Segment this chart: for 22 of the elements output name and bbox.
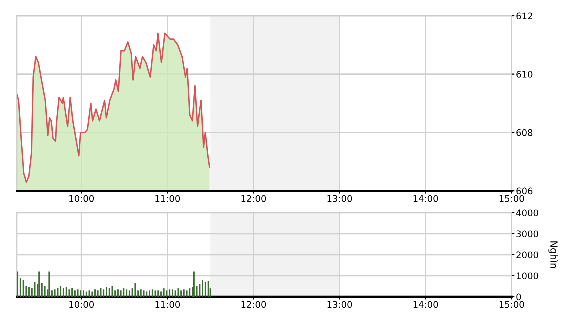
x-tick-label: 13:00 — [328, 195, 352, 202]
y-tick-label: 4000 — [516, 210, 538, 217]
x-tick-label: 12:00 — [242, 195, 266, 202]
y-tick-label: 608 — [516, 129, 533, 136]
x-tick-label: 13:00 — [328, 301, 352, 308]
x-tick-label: 10:00 — [70, 195, 94, 202]
x-tick-label: 14:00 — [414, 195, 438, 202]
x-tick-label: 15:00 — [500, 301, 524, 308]
x-tick-label: 11:00 — [156, 195, 180, 202]
x-tick-label: 14:00 — [414, 301, 438, 308]
y-tick-label: 3000 — [516, 230, 538, 238]
y-tick-label: 610 — [516, 71, 533, 78]
y-tick-label: 1000 — [517, 272, 538, 280]
x-tick-label: 15:00 — [500, 195, 524, 202]
y-tick-label: 612 — [516, 12, 532, 20]
x-tick-label: 10:00 — [70, 301, 94, 308]
y-axis-title: Nghìn — [548, 242, 558, 268]
y-tick-label: 606 — [516, 188, 533, 195]
x-tick-label: 12:00 — [242, 301, 266, 308]
y-tick-label: 0 — [516, 294, 522, 301]
y-tick-label: 2000 — [516, 252, 538, 259]
x-tick-label: 11:00 — [156, 301, 180, 308]
